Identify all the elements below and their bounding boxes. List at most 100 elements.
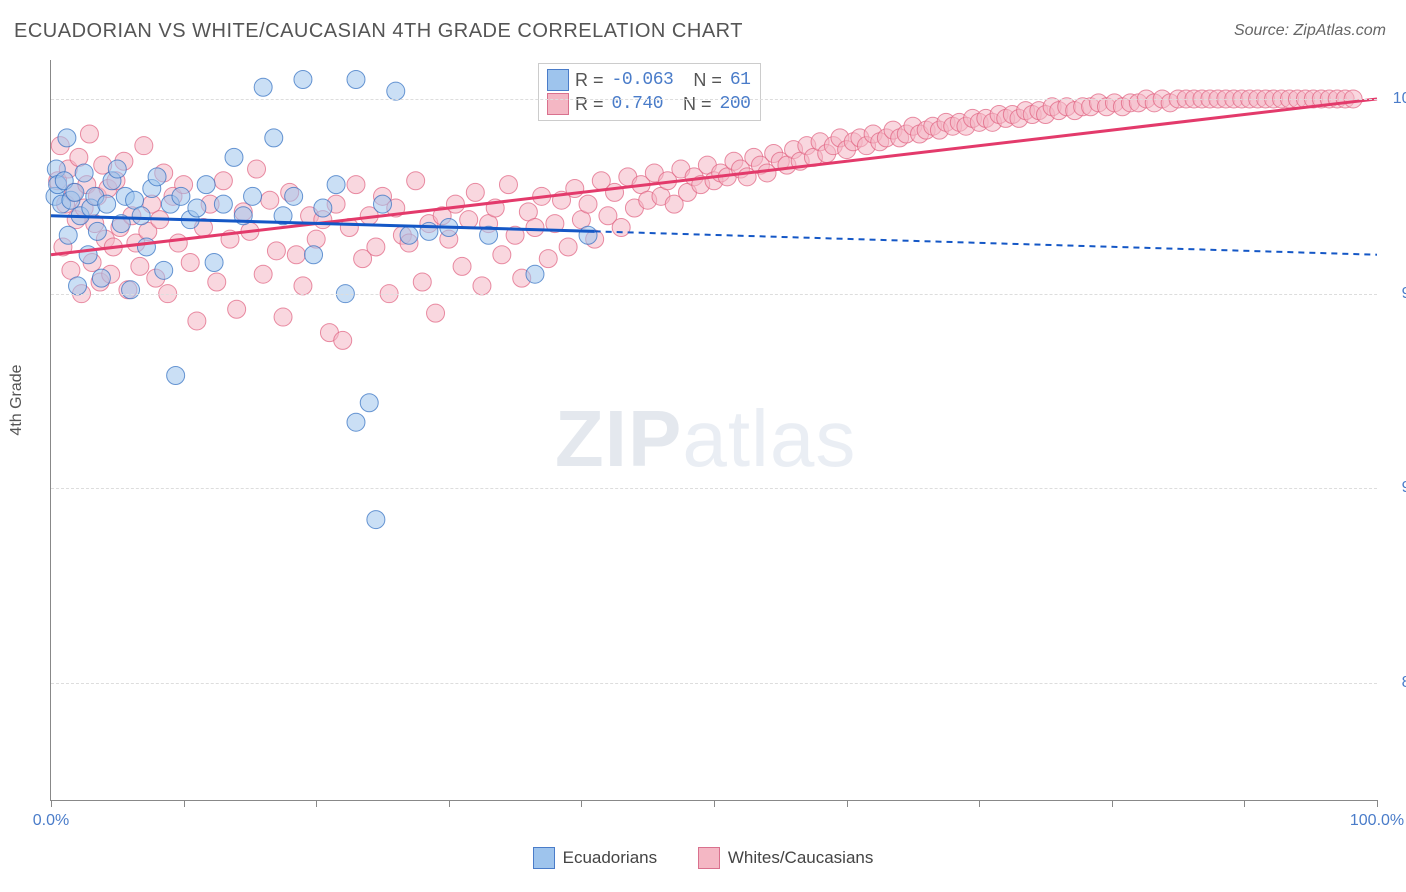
- scatter-point: [172, 187, 190, 205]
- scatter-point: [208, 273, 226, 291]
- legend-swatch-b: [547, 93, 569, 115]
- scatter-point: [69, 277, 87, 295]
- scatter-point: [367, 511, 385, 529]
- scatter-point: [387, 82, 405, 100]
- trendline-b: [51, 99, 1377, 255]
- scatter-point: [606, 183, 624, 201]
- x-tick: [449, 800, 450, 807]
- scatter-point: [374, 195, 392, 213]
- legend-stats-box: R = -0.063 N = 61 R = 0.740 N = 200: [538, 63, 761, 121]
- r-label: R =: [575, 68, 604, 92]
- r-value: -0.063: [612, 68, 674, 92]
- scatter-point: [539, 250, 557, 268]
- legend-label: Ecuadorians: [563, 848, 658, 868]
- scatter-point: [132, 207, 150, 225]
- scatter-point: [98, 195, 116, 213]
- scatter-point: [244, 187, 262, 205]
- scatter-point: [131, 257, 149, 275]
- x-tick: [1112, 800, 1113, 807]
- y-tick-label: 100.0%: [1393, 90, 1406, 108]
- x-tick: [847, 800, 848, 807]
- y-tick-label: 90.0%: [1402, 479, 1406, 497]
- scatter-point: [254, 265, 272, 283]
- scatter-point: [274, 308, 292, 326]
- scatter-point: [75, 164, 93, 182]
- legend-swatch-b: [698, 847, 720, 869]
- scatter-point: [579, 195, 597, 213]
- scatter-point: [526, 218, 544, 236]
- scatter-point: [460, 211, 478, 229]
- x-tick-label: 0.0%: [33, 812, 69, 830]
- scatter-point: [167, 366, 185, 384]
- legend-stats-row: R = -0.063 N = 61: [547, 68, 750, 92]
- gridline: [51, 99, 1377, 100]
- scatter-point: [347, 176, 365, 194]
- scatter-point: [285, 187, 303, 205]
- scatter-point: [155, 261, 173, 279]
- chart-svg: [51, 60, 1377, 800]
- x-tick: [1244, 800, 1245, 807]
- legend-item: Ecuadorians: [533, 847, 658, 869]
- scatter-point: [137, 238, 155, 256]
- gridline: [51, 294, 1377, 295]
- scatter-point: [559, 238, 577, 256]
- scatter-point: [59, 226, 77, 244]
- scatter-point: [334, 331, 352, 349]
- scatter-point: [466, 183, 484, 201]
- scatter-point: [58, 129, 76, 147]
- scatter-point: [205, 254, 223, 272]
- scatter-point: [188, 312, 206, 330]
- legend-label: Whites/Caucasians: [728, 848, 874, 868]
- x-tick: [51, 800, 52, 807]
- scatter-point: [254, 78, 272, 96]
- scatter-point: [307, 230, 325, 248]
- scatter-point: [453, 257, 471, 275]
- scatter-point: [314, 199, 332, 217]
- n-label: N =: [693, 68, 722, 92]
- chart-plot-area: R = -0.063 N = 61 R = 0.740 N = 200 ZIPa…: [50, 60, 1377, 801]
- x-tick: [1377, 800, 1378, 807]
- scatter-point: [327, 176, 345, 194]
- scatter-point: [579, 226, 597, 244]
- scatter-point: [347, 70, 365, 88]
- scatter-point: [88, 222, 106, 240]
- scatter-point: [367, 238, 385, 256]
- scatter-point: [360, 394, 378, 412]
- scatter-point: [225, 148, 243, 166]
- scatter-point: [294, 70, 312, 88]
- scatter-point: [248, 160, 266, 178]
- x-tick: [581, 800, 582, 807]
- scatter-point: [473, 277, 491, 295]
- scatter-point: [407, 172, 425, 190]
- scatter-point: [526, 265, 544, 283]
- scatter-point: [287, 246, 305, 264]
- y-tick-label: 85.0%: [1402, 674, 1406, 692]
- legend-stats-row: R = 0.740 N = 200: [547, 92, 750, 116]
- scatter-point: [493, 246, 511, 264]
- scatter-point: [499, 176, 517, 194]
- scatter-point: [612, 218, 630, 236]
- x-tick: [316, 800, 317, 807]
- n-value: 61: [730, 68, 751, 92]
- n-label: N =: [683, 92, 712, 116]
- r-label: R =: [575, 92, 604, 116]
- y-tick-label: 95.0%: [1402, 285, 1406, 303]
- scatter-point: [148, 168, 166, 186]
- scatter-point: [197, 176, 215, 194]
- scatter-point: [446, 195, 464, 213]
- scatter-point: [261, 191, 279, 209]
- legend-item: Whites/Caucasians: [698, 847, 874, 869]
- scatter-point: [400, 226, 418, 244]
- scatter-point: [265, 129, 283, 147]
- scatter-point: [188, 199, 206, 217]
- scatter-point: [427, 304, 445, 322]
- scatter-point: [122, 281, 140, 299]
- scatter-point: [294, 277, 312, 295]
- scatter-point: [80, 125, 98, 143]
- scatter-point: [66, 183, 84, 201]
- x-tick: [714, 800, 715, 807]
- scatter-point: [214, 172, 232, 190]
- scatter-point: [228, 300, 246, 318]
- y-axis-label: 4th Grade: [8, 364, 26, 435]
- scatter-point: [347, 413, 365, 431]
